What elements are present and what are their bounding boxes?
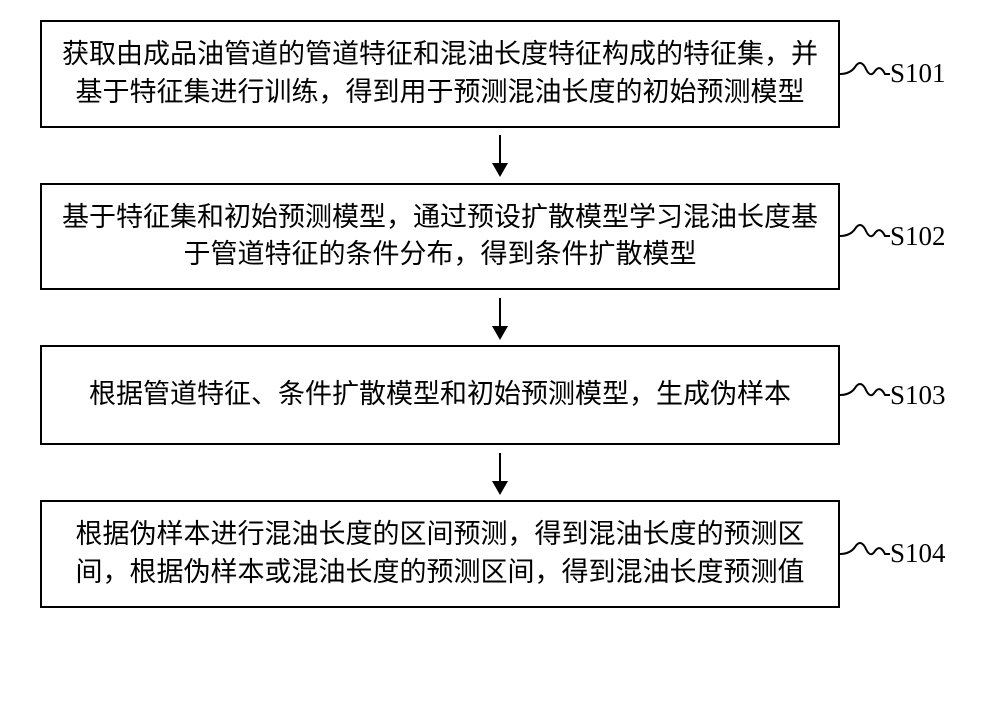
curly-bracket-icon [840, 539, 890, 569]
arrow-2 [100, 290, 900, 345]
step-4-text: 根据伪样本进行混油长度的区间预测，得到混油长度的预测区间，根据伪样本或混油长度的… [62, 516, 818, 592]
step-3-container: 根据管道特征、条件扩散模型和初始预测模型，生成伪样本 S103 [40, 345, 960, 445]
arrow-1 [100, 128, 900, 183]
step-2-connector [840, 221, 890, 251]
step-2-box: 基于特征集和初始预测模型，通过预设扩散模型学习混油长度基于管道特征的条件分布，得… [40, 183, 840, 291]
step-3-box: 根据管道特征、条件扩散模型和初始预测模型，生成伪样本 [40, 345, 840, 445]
step-4-container: 根据伪样本进行混油长度的区间预测，得到混油长度的预测区间，根据伪样本或混油长度的… [40, 500, 960, 608]
step-1-text: 获取由成品油管道的管道特征和混油长度特征构成的特征集，并基于特征集进行训练，得到… [62, 36, 818, 112]
arrow-down-icon [499, 135, 501, 175]
step-4-connector [840, 539, 890, 569]
arrow-3 [100, 445, 900, 500]
step-2-container: 基于特征集和初始预测模型，通过预设扩散模型学习混油长度基于管道特征的条件分布，得… [40, 183, 960, 291]
curly-bracket-icon [840, 221, 890, 251]
step-3-connector [840, 380, 890, 410]
step-3-label: S103 [890, 380, 946, 411]
curly-bracket-icon [840, 59, 890, 89]
curly-bracket-icon [840, 380, 890, 410]
flowchart-diagram: 获取由成品油管道的管道特征和混油长度特征构成的特征集，并基于特征集进行训练，得到… [40, 20, 960, 608]
arrow-down-icon [499, 453, 501, 493]
step-2-label: S102 [890, 221, 946, 252]
arrow-down-icon [499, 298, 501, 338]
step-1-container: 获取由成品油管道的管道特征和混油长度特征构成的特征集，并基于特征集进行训练，得到… [40, 20, 960, 128]
step-4-box: 根据伪样本进行混油长度的区间预测，得到混油长度的预测区间，根据伪样本或混油长度的… [40, 500, 840, 608]
step-1-label: S101 [890, 58, 946, 89]
step-1-box: 获取由成品油管道的管道特征和混油长度特征构成的特征集，并基于特征集进行训练，得到… [40, 20, 840, 128]
step-2-text: 基于特征集和初始预测模型，通过预设扩散模型学习混油长度基于管道特征的条件分布，得… [62, 199, 818, 275]
step-4-label: S104 [890, 538, 946, 569]
step-1-connector [840, 59, 890, 89]
step-3-text: 根据管道特征、条件扩散模型和初始预测模型，生成伪样本 [89, 376, 791, 414]
